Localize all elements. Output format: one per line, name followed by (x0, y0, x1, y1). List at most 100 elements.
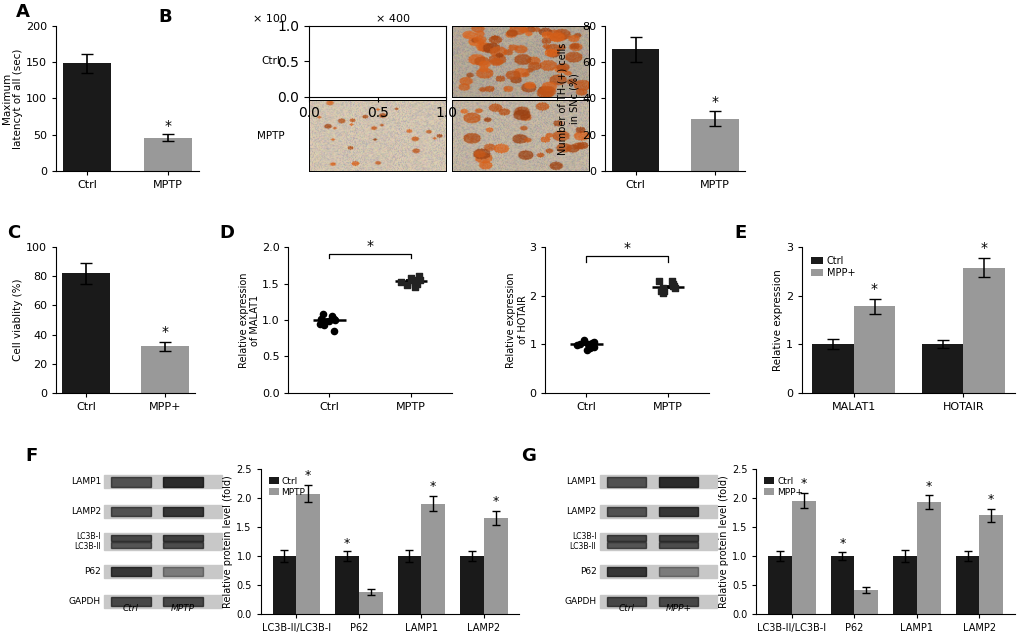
Bar (163, 477, 203, 486)
Y-axis label: Ctrl: Ctrl (261, 56, 279, 66)
Y-axis label: Relative protein level (fold): Relative protein level (fold) (718, 475, 729, 608)
Point (652, 285, 668, 296)
Point (326, 315, 342, 325)
Bar (791, 500, 815, 614)
Bar (111, 566, 151, 576)
Bar (658, 542, 697, 548)
Bar (767, 556, 791, 614)
Text: *: * (800, 477, 806, 490)
Text: *: * (305, 469, 311, 482)
Text: *: * (924, 479, 931, 493)
Text: GAPDH: GAPDH (68, 596, 101, 606)
Point (666, 284, 683, 294)
Bar (163, 596, 203, 606)
Bar (893, 556, 916, 614)
Point (664, 278, 681, 289)
Bar (978, 515, 1002, 614)
Text: E: E (734, 225, 746, 243)
Bar (163, 507, 203, 516)
Y-axis label: Number of TH-(+) cells
in SNc (%): Number of TH-(+) cells in SNc (%) (557, 42, 579, 155)
Text: *: * (987, 493, 994, 506)
Bar (811, 344, 853, 393)
Point (313, 314, 329, 324)
Text: P62: P62 (579, 567, 596, 576)
Y-axis label: Relative expression
of HOTAIR: Relative expression of HOTAIR (505, 272, 527, 368)
Point (403, 273, 419, 283)
Bar (599, 505, 716, 518)
Point (578, 345, 594, 355)
Bar (111, 477, 151, 486)
Text: × 100: × 100 (253, 14, 287, 24)
Bar (921, 344, 963, 393)
Point (316, 320, 332, 330)
Point (664, 281, 681, 291)
Bar (104, 595, 221, 608)
Text: Ctrl: Ctrl (619, 604, 634, 613)
Text: P62: P62 (85, 567, 101, 576)
Point (664, 281, 681, 291)
Bar (963, 268, 1005, 393)
Text: LC3B-I
LC3B-II: LC3B-I LC3B-II (570, 532, 596, 551)
Point (579, 339, 595, 349)
Y-axis label: Relative expression
of MALAT1: Relative expression of MALAT1 (238, 272, 260, 368)
Text: G: G (520, 447, 535, 465)
Bar (658, 596, 697, 606)
Text: *: * (430, 480, 436, 493)
Bar (853, 307, 895, 393)
Point (581, 340, 597, 351)
Point (411, 271, 427, 282)
Point (412, 275, 428, 285)
Point (584, 338, 600, 348)
Text: GAPDH: GAPDH (564, 596, 596, 606)
Text: LAMP1: LAMP1 (70, 477, 101, 486)
Bar (111, 535, 151, 541)
Text: LC3B-I
LC3B-II: LC3B-I LC3B-II (74, 532, 101, 551)
Y-axis label: MPTP: MPTP (256, 131, 284, 141)
Point (407, 278, 423, 289)
Point (663, 276, 680, 286)
Bar (163, 542, 203, 548)
Bar (334, 556, 359, 614)
Bar (460, 556, 483, 614)
Bar (606, 566, 646, 576)
Text: *: * (623, 241, 630, 255)
Text: *: * (839, 537, 845, 550)
Point (315, 309, 331, 319)
Bar (606, 535, 646, 541)
Point (315, 317, 331, 327)
Bar (606, 542, 646, 548)
Point (323, 311, 339, 321)
Bar (62, 273, 110, 393)
Legend: Ctrl, MPTP: Ctrl, MPTP (265, 473, 309, 500)
Bar (606, 596, 646, 606)
Point (572, 339, 588, 349)
Text: C: C (7, 225, 20, 243)
Text: Ctrl: Ctrl (123, 604, 139, 613)
Y-axis label: Maximum
latencyt of all (sec): Maximum latencyt of all (sec) (2, 48, 23, 148)
Bar (104, 475, 221, 488)
Point (654, 284, 671, 294)
Text: LAMP2: LAMP2 (566, 507, 596, 516)
Bar (611, 49, 658, 172)
Bar (606, 507, 646, 516)
Text: *: * (164, 120, 171, 134)
Bar (272, 556, 296, 614)
Text: A: A (16, 3, 30, 21)
Text: *: * (367, 239, 373, 253)
Text: *: * (343, 537, 350, 550)
Point (326, 314, 342, 324)
Point (655, 285, 672, 296)
Text: MPTP: MPTP (170, 604, 195, 613)
Bar (606, 477, 646, 486)
Bar (854, 590, 877, 614)
Bar (658, 477, 697, 486)
Bar (421, 504, 444, 614)
Bar (163, 566, 203, 576)
Bar (483, 518, 507, 614)
Point (581, 342, 597, 353)
Bar (62, 63, 111, 172)
Bar (111, 542, 151, 548)
Text: D: D (219, 225, 234, 243)
Y-axis label: Relative expression: Relative expression (772, 269, 783, 371)
Y-axis label: Relative protein level (fold): Relative protein level (fold) (223, 475, 233, 608)
